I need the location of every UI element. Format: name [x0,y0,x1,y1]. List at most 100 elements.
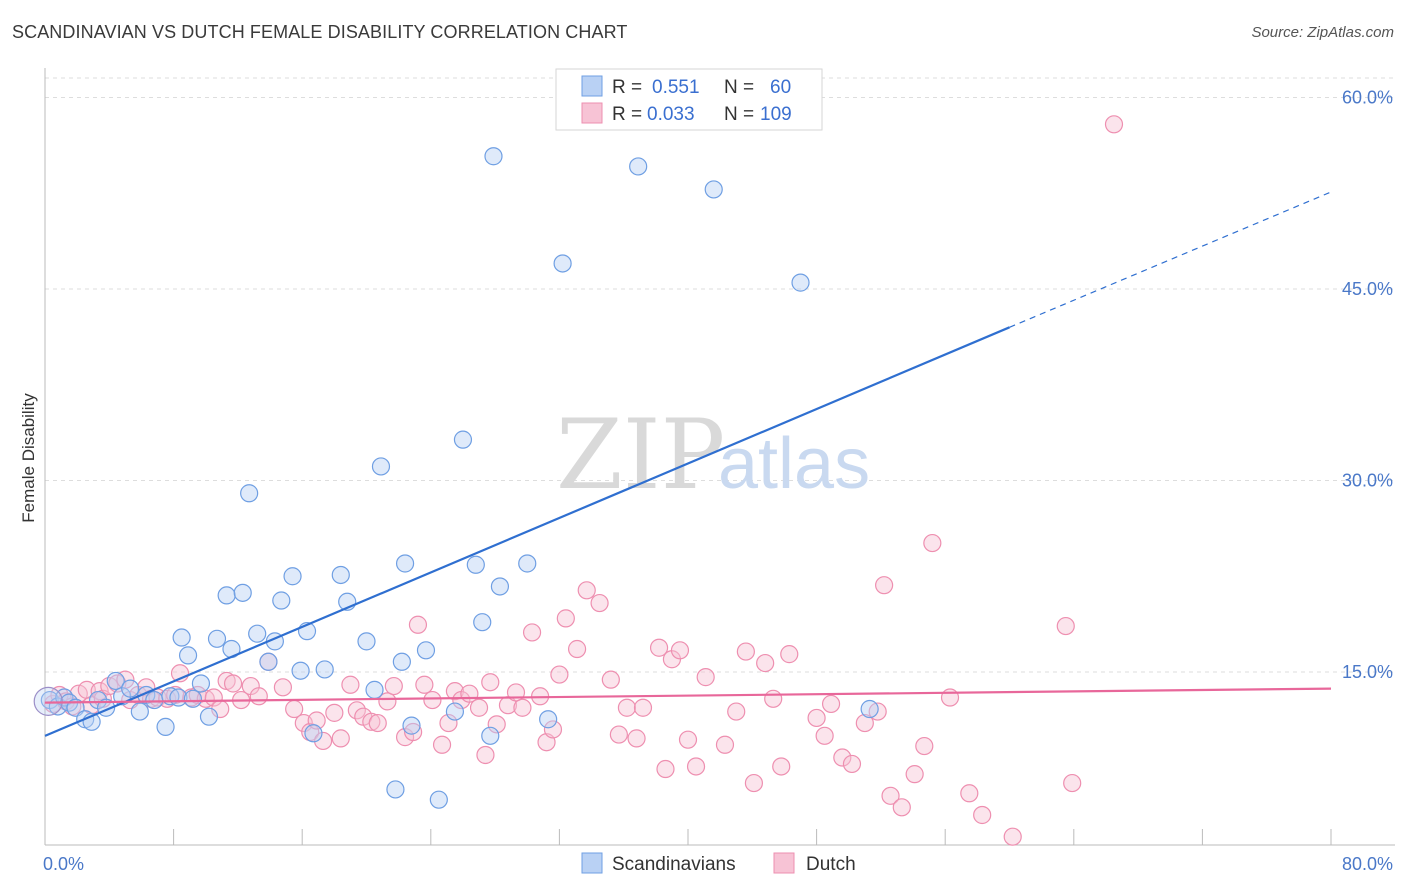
legend-r-value: 0.551 [652,77,700,98]
dutch-point [617,698,637,717]
legend-n-value: 60 [770,77,791,98]
scandinavian-point [283,567,302,586]
scandinavian-trend-line [44,326,1010,737]
scandinavian-point [539,710,558,729]
x-tick-label: 0.0% [43,854,84,874]
y-tick-label: 45.0% [1342,279,1393,299]
legend-swatch-dutch [773,852,795,874]
dutch-point [415,675,434,694]
dutch-point [313,731,333,751]
scandinavian-point [259,652,278,671]
scandinavian-point [315,660,334,679]
dutch-point [577,581,596,600]
dutch-point [439,713,458,733]
scandinavian-point [860,699,879,719]
chart-title: SCANDINAVIAN VS DUTCH FEMALE DISABILITY … [12,22,628,42]
x-tick-labels: 0.0% 80.0% [43,854,1393,874]
scandinavian-point [191,674,211,693]
dutch-point [821,694,841,714]
dutch-point [833,748,852,767]
stats-legend: R = 0.551 N = 60 R = 0.033 N = 109 [555,68,823,131]
scandinavian-point [416,641,436,660]
scandinavian-point [207,629,227,648]
y-axis-title: Female Disability [19,393,38,523]
legend-swatch-dutch [581,102,603,124]
dutch-point [960,784,979,803]
dutch-point [627,729,646,748]
dutch-point [915,736,934,756]
cluster-point [33,686,63,716]
dutch-point [1104,115,1124,134]
source-label: Source: ZipAtlas.com [1251,24,1394,41]
x-tick-label: 80.0% [1342,854,1393,874]
dutch-point [543,720,563,739]
dutch-point [476,745,495,765]
scandinavian-point [365,680,384,699]
gridlines [45,77,1395,673]
dutch-point [973,805,992,825]
scandinavian-point [304,724,323,743]
y-tick-labels: 15.0% 30.0% 45.0% 60.0% [1342,88,1393,683]
legend-label-dutch: Dutch [806,854,856,875]
dutch-point [487,715,506,734]
dutch-point [727,702,746,721]
dutch-point [601,670,620,689]
dutch-point [633,698,653,717]
dutch-point [331,729,350,748]
y-tick-label: 15.0% [1342,662,1393,682]
dutch-point [567,639,587,659]
dutch-point [404,722,423,742]
dutch-point [273,678,293,697]
legend-r-label: R = [612,104,642,125]
scandinavian-point [145,690,164,710]
scandinavian-point [272,591,291,610]
dutch-point [432,735,452,754]
legend-r-label: R = [612,77,642,98]
dutch-point [325,703,344,722]
scandinavian-point [402,716,421,735]
dutch-point [408,615,428,634]
dutch-point [815,726,834,745]
scandinavian-point [240,484,259,503]
dutch-point [1003,827,1022,846]
dutch-point [756,653,775,673]
scandinavian-point [453,430,473,449]
axes [44,68,1395,846]
scandinavian-point [121,679,140,698]
scandinavian-point [183,689,202,708]
legend-n-label: N = [724,77,754,98]
scandinavian-point [217,586,236,605]
dutch-point [923,533,942,553]
dutch-point [696,668,715,687]
legend-n-value: 109 [760,104,792,125]
dutch-point [481,673,500,692]
scandinavian-point [199,707,219,726]
scandinavian-point [704,180,723,199]
dutch-point [550,665,569,684]
dutch-point [715,735,735,754]
dutch-point [772,757,791,776]
dutch-point [656,759,675,779]
dutch-points [43,115,1124,846]
scandinavian-point [490,577,510,596]
dutch-point [445,682,465,701]
dutch-point [842,754,862,774]
scandinavian-point [357,632,376,651]
scandinavian-trend-extension [1009,191,1332,328]
dutch-point [940,688,960,707]
watermark-zip: ZIP [556,399,725,511]
scandinavian-point [130,702,149,721]
dutch-point [875,576,894,595]
legend-n-label: N = [724,104,754,125]
dutch-point [905,765,924,784]
dutch-point [522,623,542,642]
scandinavian-point [445,702,465,721]
dutch-point [649,638,669,657]
dutch-point [881,786,900,805]
dutch-point [736,642,755,661]
dutch-point [764,689,783,708]
legend-label-scandinavians: Scandinavians [612,854,736,875]
scandinavian-point [466,555,485,574]
scandinavian-point [291,661,310,680]
scandinavian-point [791,273,810,292]
